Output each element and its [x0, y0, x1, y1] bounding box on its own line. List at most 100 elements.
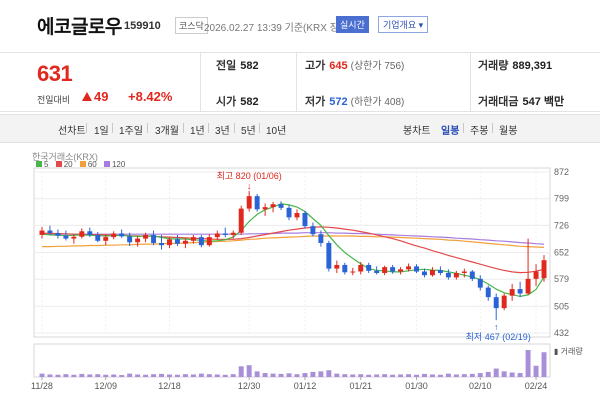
legend-label: 60: [87, 160, 97, 169]
candle-body: [461, 271, 467, 273]
candle-body: [429, 270, 435, 276]
tab-daily[interactable]: 일봉: [441, 126, 460, 137]
volume-bar: [445, 373, 451, 377]
candle-body: [262, 207, 268, 210]
legend-swatch: [55, 161, 62, 167]
tab-3y[interactable]: 3년: [215, 126, 230, 137]
x-tick-label: 02/24: [525, 381, 548, 391]
candle-body: [167, 239, 172, 246]
legend-item-ma20: 20: [55, 160, 73, 169]
candle-body: [422, 271, 427, 276]
divider: [296, 53, 297, 111]
candle-body: [517, 289, 523, 294]
candle-body: [525, 278, 531, 294]
candle-body: [390, 267, 396, 272]
tab-monthly[interactable]: 월봉: [499, 126, 518, 137]
volume-bar: [119, 375, 125, 377]
tab-candle-chart[interactable]: 봉차트: [403, 126, 431, 137]
candle-body: [414, 266, 419, 272]
volume-bar: [390, 374, 396, 377]
tab-weekly[interactable]: 주봉: [470, 126, 489, 137]
volume-bar: [406, 374, 412, 377]
volume-bar: [198, 373, 204, 377]
candle-body: [119, 233, 125, 237]
candle-body: [342, 264, 348, 273]
candle-body: [326, 242, 332, 269]
legend-swatch: [36, 161, 42, 167]
volume-bar: [342, 374, 348, 377]
volume-bar: [79, 373, 85, 377]
tab-10y[interactable]: 10년: [266, 126, 287, 137]
candle-body: [238, 208, 244, 233]
amount-value: 547 백만: [522, 96, 565, 108]
volume-bar: [87, 374, 93, 377]
x-tick-label: 01/30: [405, 381, 428, 391]
candle-body: [214, 233, 220, 238]
tab-line-chart[interactable]: 선차트: [58, 126, 86, 137]
high-price: 고가 645 (상한가 756): [305, 57, 404, 73]
legend-label: 5: [44, 160, 49, 169]
candle-body: [541, 260, 547, 279]
high-label: 고가: [305, 60, 326, 72]
tab-5y[interactable]: 5년: [241, 126, 256, 137]
x-tick-label: 02/10: [469, 381, 492, 391]
ma120-line: [42, 232, 545, 245]
candle-body: [334, 264, 340, 269]
volume-bar: [414, 374, 419, 377]
quote-timestamp: 2026.02.27 13:39 기준(KRX 장중): [204, 23, 352, 34]
volume-bar: [310, 371, 316, 377]
axis-labels: 872 799 726 652 579 505 432 11/28 12/09 12/18 12/3…: [31, 167, 583, 391]
x-tick-label: 11/28: [31, 381, 53, 391]
tab-3m[interactable]: 3개월: [155, 126, 179, 137]
lower-limit: (하한가 408): [350, 97, 405, 108]
volume-bar: [493, 368, 499, 377]
divider: [234, 123, 235, 133]
y-tick-label: 652: [554, 248, 569, 258]
candle-body: [182, 240, 188, 244]
realtime-button[interactable]: 실시간: [336, 16, 369, 33]
volume-bar: [230, 374, 236, 377]
ma60-line: [42, 235, 545, 248]
open-value: 582: [240, 96, 259, 108]
divider: [200, 53, 201, 111]
low-price: 저가 572 (하한가 408): [305, 93, 404, 109]
candle-body: [127, 236, 133, 243]
volume-bar: [286, 373, 292, 377]
candle-body: [286, 207, 292, 218]
volume-bar: [135, 374, 141, 377]
tab-1d[interactable]: 1일: [94, 126, 109, 137]
volume-bar: [167, 374, 172, 377]
candle-body: [453, 272, 459, 278]
chart-grid: [33, 167, 551, 380]
legend-swatch: [103, 161, 110, 167]
volume-bar: [366, 374, 372, 377]
volume-bar: [238, 366, 244, 377]
stock-name: 에코글로우: [37, 17, 122, 38]
candle-body: [39, 230, 45, 235]
volume-bar: [254, 371, 260, 377]
legend-label: 120: [111, 160, 126, 169]
up-triangle-icon: [82, 92, 92, 101]
corp-info-button[interactable]: 기업개요 ▾: [378, 16, 429, 33]
candle-body: [135, 238, 141, 243]
volume-plot-frame: [33, 343, 551, 378]
candle-body: [501, 295, 507, 309]
divider: [183, 123, 184, 133]
candle-body: [294, 212, 300, 218]
high-annotation: 최고 820 (01/06): [217, 171, 282, 181]
divider: [463, 123, 464, 133]
volume-bar: [461, 374, 467, 377]
tab-1y[interactable]: 1년: [190, 126, 205, 137]
legend-label: 20: [63, 160, 73, 169]
tab-1w[interactable]: 1주일: [119, 126, 143, 137]
candle-body: [206, 237, 212, 246]
candle-body: [151, 234, 157, 243]
y-tick-label: 432: [554, 328, 569, 338]
volume-bar: [469, 373, 475, 377]
candle-body: [79, 231, 85, 237]
price-change-value: 49: [94, 89, 109, 104]
open-label: 시가: [216, 96, 237, 108]
candle-body: [254, 196, 260, 210]
candle-body: [198, 237, 204, 246]
